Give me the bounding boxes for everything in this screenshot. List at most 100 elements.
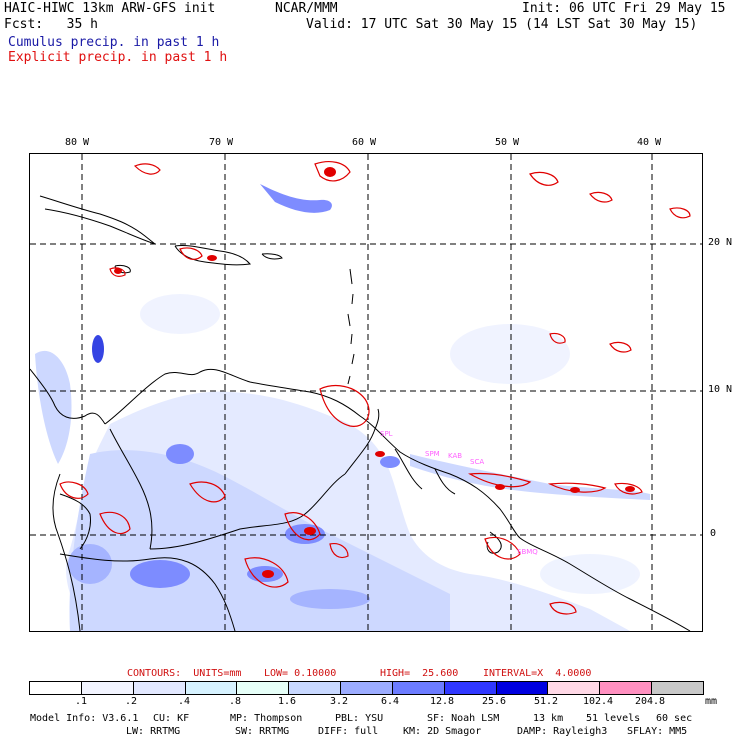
contour-hispaniola xyxy=(179,247,203,260)
cumulus-light-2 xyxy=(140,294,220,334)
cumulus-core-5 xyxy=(380,456,400,468)
lon-label-60w: 60 W xyxy=(352,137,377,148)
lon-label-50w: 50 W xyxy=(495,137,520,148)
contour-itcz-1 xyxy=(468,472,532,488)
explicit-precip-contours xyxy=(59,161,691,615)
lon-label-70w: 70 W xyxy=(209,137,234,148)
colorbar-cell xyxy=(652,682,703,694)
colorbar-cell xyxy=(81,682,134,694)
diff-scheme: DIFF: full xyxy=(318,726,379,737)
colorbar-cell xyxy=(341,682,393,694)
cumulus-core-2 xyxy=(166,444,194,464)
explicit-legend-label: Explicit precip. in past 1 h xyxy=(8,50,228,65)
colorbar-tick-0.1: .1 xyxy=(74,696,88,707)
coastlines xyxy=(30,195,691,631)
timestep: 60 sec xyxy=(656,713,693,724)
contour-brazil-coast xyxy=(484,536,521,560)
border-guyana xyxy=(344,408,380,475)
core-jamaica xyxy=(114,268,122,274)
colorbar-cell xyxy=(185,682,238,694)
colorbar-cell xyxy=(600,682,653,694)
core-itcz-1 xyxy=(495,484,505,490)
cumulus-core-7 xyxy=(68,544,112,584)
core-itcz-3 xyxy=(625,486,635,492)
colorbar-tick-25.6: 25.6 xyxy=(481,696,507,707)
contour-atlantic-5 xyxy=(609,341,632,353)
colorbar-tick-0.4: .4 xyxy=(177,696,191,707)
coast-cuba xyxy=(39,195,156,245)
lat-label-0: 0 xyxy=(710,528,717,539)
cumulus-precip-layer xyxy=(35,184,650,631)
precip-colorbar xyxy=(29,681,704,695)
colorbar-cell xyxy=(133,682,186,694)
cumulus-light-1 xyxy=(450,324,570,384)
station-sca: SCA xyxy=(470,458,484,466)
contour-colombia xyxy=(59,481,89,499)
lat-label-10n: 10 N xyxy=(708,384,733,395)
colorbar-tick-1.6: 1.6 xyxy=(277,696,297,707)
contour-units: CONTOURS: UNITS=mm xyxy=(127,668,242,679)
core-guiana xyxy=(375,451,385,457)
core-caribbean xyxy=(324,167,336,177)
station-markers: SPL SPM KAB SCA SBMQ xyxy=(380,430,538,556)
sw-scheme: SW: RRTMG xyxy=(235,726,290,737)
map-canvas: SPL SPM KAB SCA SBMQ xyxy=(30,154,702,631)
cumulus-core-8 xyxy=(290,589,370,609)
lat-label-20n: 20 N xyxy=(708,237,733,248)
resolution: 13 km xyxy=(533,713,564,724)
colorbar-unit: mm xyxy=(704,696,718,707)
pbl-scheme: PBL: YSU xyxy=(335,713,384,724)
contour-north-caribbean xyxy=(133,163,161,175)
colorbar-cell xyxy=(392,682,445,694)
station-sbmq: SBMQ xyxy=(517,548,538,556)
station-spm: SPM xyxy=(425,450,440,458)
colorbar-cell xyxy=(289,682,342,694)
sf-scheme: SF: Noah LSM xyxy=(427,713,500,724)
lon-label-80w: 80 W xyxy=(65,137,90,148)
colorbar-cell xyxy=(30,682,82,694)
coast-pacific-southamerica xyxy=(52,473,81,631)
cumulus-core-1 xyxy=(92,335,104,363)
contour-venezuela xyxy=(189,481,226,503)
coast-centralamerica xyxy=(30,368,106,425)
contour-itcz-2 xyxy=(547,482,607,493)
contour-low: LOW= 0.10000 xyxy=(264,668,337,679)
init-time: Init: 06 UTC Fri 29 May 15 xyxy=(522,1,726,16)
border-brazil-peru xyxy=(59,553,236,631)
coast-northsouthamerica xyxy=(104,368,691,631)
colorbar-tick-0.2: .2 xyxy=(124,696,138,707)
border-suriname xyxy=(394,448,423,490)
contour-itcz-3 xyxy=(614,482,643,495)
contour-amazon-2 xyxy=(244,557,289,588)
precipitation-map: SPL SPM KAB SCA SBMQ xyxy=(29,153,703,632)
colorbar-cell xyxy=(548,682,601,694)
colorbar-tick-12.8: 12.8 xyxy=(429,696,455,707)
explicit-precip-cores xyxy=(114,167,635,578)
lat-lon-grid xyxy=(30,154,702,631)
contour-west-amazon xyxy=(99,511,131,535)
colorbar-cell xyxy=(496,682,549,694)
lon-label-40w: 40 W xyxy=(637,137,662,148)
core-amazon-2 xyxy=(262,570,274,578)
org-label: NCAR/MMM xyxy=(275,1,338,16)
contour-jamaica xyxy=(109,267,126,277)
border-ecuador xyxy=(59,493,91,550)
station-spl: SPL xyxy=(380,430,393,438)
colorbar-tick-3.2: 3.2 xyxy=(329,696,349,707)
cumulus-legend-label: Cumulus precip. in past 1 h xyxy=(8,35,220,50)
contour-south-atlantic xyxy=(549,601,577,615)
cumulus-area-itcz xyxy=(410,454,650,500)
model-version: Model Info: V3.6.1 xyxy=(30,713,139,724)
core-itcz-2 xyxy=(570,487,580,493)
lw-scheme: LW: RRTMG xyxy=(126,726,181,737)
core-hispaniola xyxy=(207,255,217,261)
colorbar-tick-0.8: .8 xyxy=(228,696,242,707)
border-venezuela-brazil xyxy=(149,473,346,550)
contour-guiana-coast xyxy=(319,385,370,427)
coast-puertorico xyxy=(261,253,283,260)
colorbar-tick-204.8: 204.8 xyxy=(634,696,666,707)
km-scheme: KM: 2D Smagor xyxy=(403,726,482,737)
damp-scheme: DAMP: Rayleigh3 xyxy=(517,726,608,737)
levels: 51 levels xyxy=(586,713,641,724)
cumulus-light-3 xyxy=(540,554,640,594)
